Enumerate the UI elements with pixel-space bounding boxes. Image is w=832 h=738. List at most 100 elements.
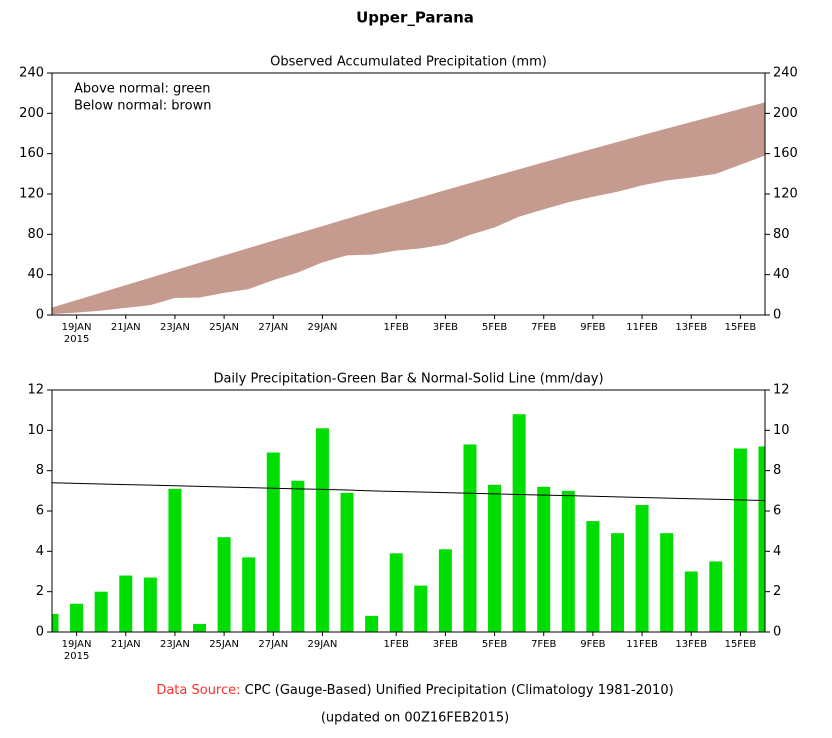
x-tick-label: 11FEB xyxy=(626,639,658,650)
y-tick-label: 160 xyxy=(19,146,44,161)
bar xyxy=(586,521,600,632)
bar xyxy=(610,533,624,632)
x-tick-label: 7FEB xyxy=(531,639,556,650)
footer-source: Data Source: CPC (Gauge-Based) Unified P… xyxy=(156,683,673,698)
x-tick-label: 19JAN xyxy=(62,322,92,333)
year-label: 2015 xyxy=(64,334,89,345)
annotation: Above normal: green xyxy=(74,82,211,97)
x-tick-label: 9FEB xyxy=(580,639,605,650)
x-tick-label: 27JAN xyxy=(258,639,288,650)
y2-tick-label: 4 xyxy=(773,544,781,559)
bar xyxy=(143,577,157,632)
bar xyxy=(168,488,182,632)
bar xyxy=(94,591,108,632)
bar xyxy=(315,428,329,632)
bar xyxy=(52,613,59,632)
source-text: CPC (Gauge-Based) Unified Precipitation … xyxy=(245,683,674,698)
source-label: Data Source: xyxy=(156,683,240,698)
y-tick-label: 12 xyxy=(27,383,44,398)
x-tick-label: 5FEB xyxy=(482,322,507,333)
x-tick-label: 27JAN xyxy=(258,322,288,333)
year-label: 2015 xyxy=(64,651,89,662)
bar xyxy=(119,575,133,632)
bar xyxy=(537,486,551,632)
x-tick-label: 23JAN xyxy=(160,322,190,333)
x-tick-label: 13FEB xyxy=(675,322,707,333)
y2-tick-label: 2 xyxy=(773,584,781,599)
x-tick-label: 21JAN xyxy=(111,639,141,650)
y-tick-label: 8 xyxy=(36,463,44,478)
bar xyxy=(733,448,747,632)
page-title: Upper_Parana xyxy=(356,9,474,27)
y-tick-label: 0 xyxy=(36,625,44,640)
bar xyxy=(463,444,477,632)
annotation: Below normal: brown xyxy=(74,99,211,114)
bar xyxy=(561,490,575,632)
x-tick-label: 21JAN xyxy=(111,322,141,333)
bar xyxy=(217,537,231,632)
bar xyxy=(512,414,526,632)
x-tick-label: 3FEB xyxy=(433,322,458,333)
y-tick-label: 6 xyxy=(36,504,44,519)
plot-area xyxy=(52,102,765,315)
x-tick-label: 11FEB xyxy=(626,322,658,333)
area xyxy=(52,155,765,315)
y2-tick-label: 120 xyxy=(773,187,798,202)
y2-tick-label: 0 xyxy=(773,625,781,640)
bar xyxy=(709,561,723,632)
footer-updated: (updated on 00Z16FEB2015) xyxy=(321,711,509,726)
x-tick-label: 19JAN xyxy=(62,639,92,650)
x-tick-label: 13FEB xyxy=(675,639,707,650)
bar xyxy=(291,480,305,632)
plot-frame xyxy=(51,72,766,316)
bar xyxy=(758,446,765,632)
y-tick-label: 10 xyxy=(27,423,44,438)
y-tick-label: 200 xyxy=(19,106,44,121)
y-tick-label: 2 xyxy=(36,584,44,599)
chart-title: Daily Precipitation-Green Bar & Normal-S… xyxy=(213,372,603,387)
bar xyxy=(340,492,354,632)
x-tick-label: 25JAN xyxy=(209,322,239,333)
x-tick-label: 23JAN xyxy=(160,639,190,650)
chart-title: Observed Accumulated Precipitation (mm) xyxy=(270,55,547,70)
bar xyxy=(389,553,403,632)
y-tick-label: 4 xyxy=(36,544,44,559)
y-tick-label: 0 xyxy=(36,308,44,323)
x-tick-label: 3FEB xyxy=(433,639,458,650)
y2-tick-label: 8 xyxy=(773,463,781,478)
bar xyxy=(365,615,379,632)
plot-area xyxy=(52,414,765,632)
line xyxy=(52,482,765,502)
y2-tick-label: 240 xyxy=(773,66,798,81)
plot-frame xyxy=(51,389,766,633)
bar xyxy=(414,585,428,632)
bar xyxy=(635,504,649,632)
x-tick-label: 29JAN xyxy=(308,322,338,333)
y-tick-label: 240 xyxy=(19,66,44,81)
x-tick-label: 1FEB xyxy=(384,322,409,333)
x-tick-label: 15FEB xyxy=(725,639,757,650)
x-tick-label: 7FEB xyxy=(531,322,556,333)
x-tick-label: 15FEB xyxy=(725,322,757,333)
y2-tick-label: 6 xyxy=(773,504,781,519)
y2-tick-label: 200 xyxy=(773,106,798,121)
x-tick-label: 29JAN xyxy=(308,639,338,650)
y2-tick-label: 0 xyxy=(773,308,781,323)
bar xyxy=(438,549,452,632)
y2-tick-label: 80 xyxy=(773,227,790,242)
y2-tick-label: 10 xyxy=(773,423,790,438)
y2-tick-label: 40 xyxy=(773,267,790,282)
bar xyxy=(266,452,280,632)
y-tick-label: 80 xyxy=(27,227,44,242)
y2-tick-label: 12 xyxy=(773,383,790,398)
bar xyxy=(70,603,84,632)
y-tick-label: 40 xyxy=(27,267,44,282)
bar xyxy=(660,533,674,632)
bar xyxy=(684,571,698,632)
x-tick-label: 1FEB xyxy=(384,639,409,650)
bar xyxy=(488,484,502,632)
y2-tick-label: 160 xyxy=(773,146,798,161)
x-tick-label: 5FEB xyxy=(482,639,507,650)
x-tick-label: 9FEB xyxy=(580,322,605,333)
